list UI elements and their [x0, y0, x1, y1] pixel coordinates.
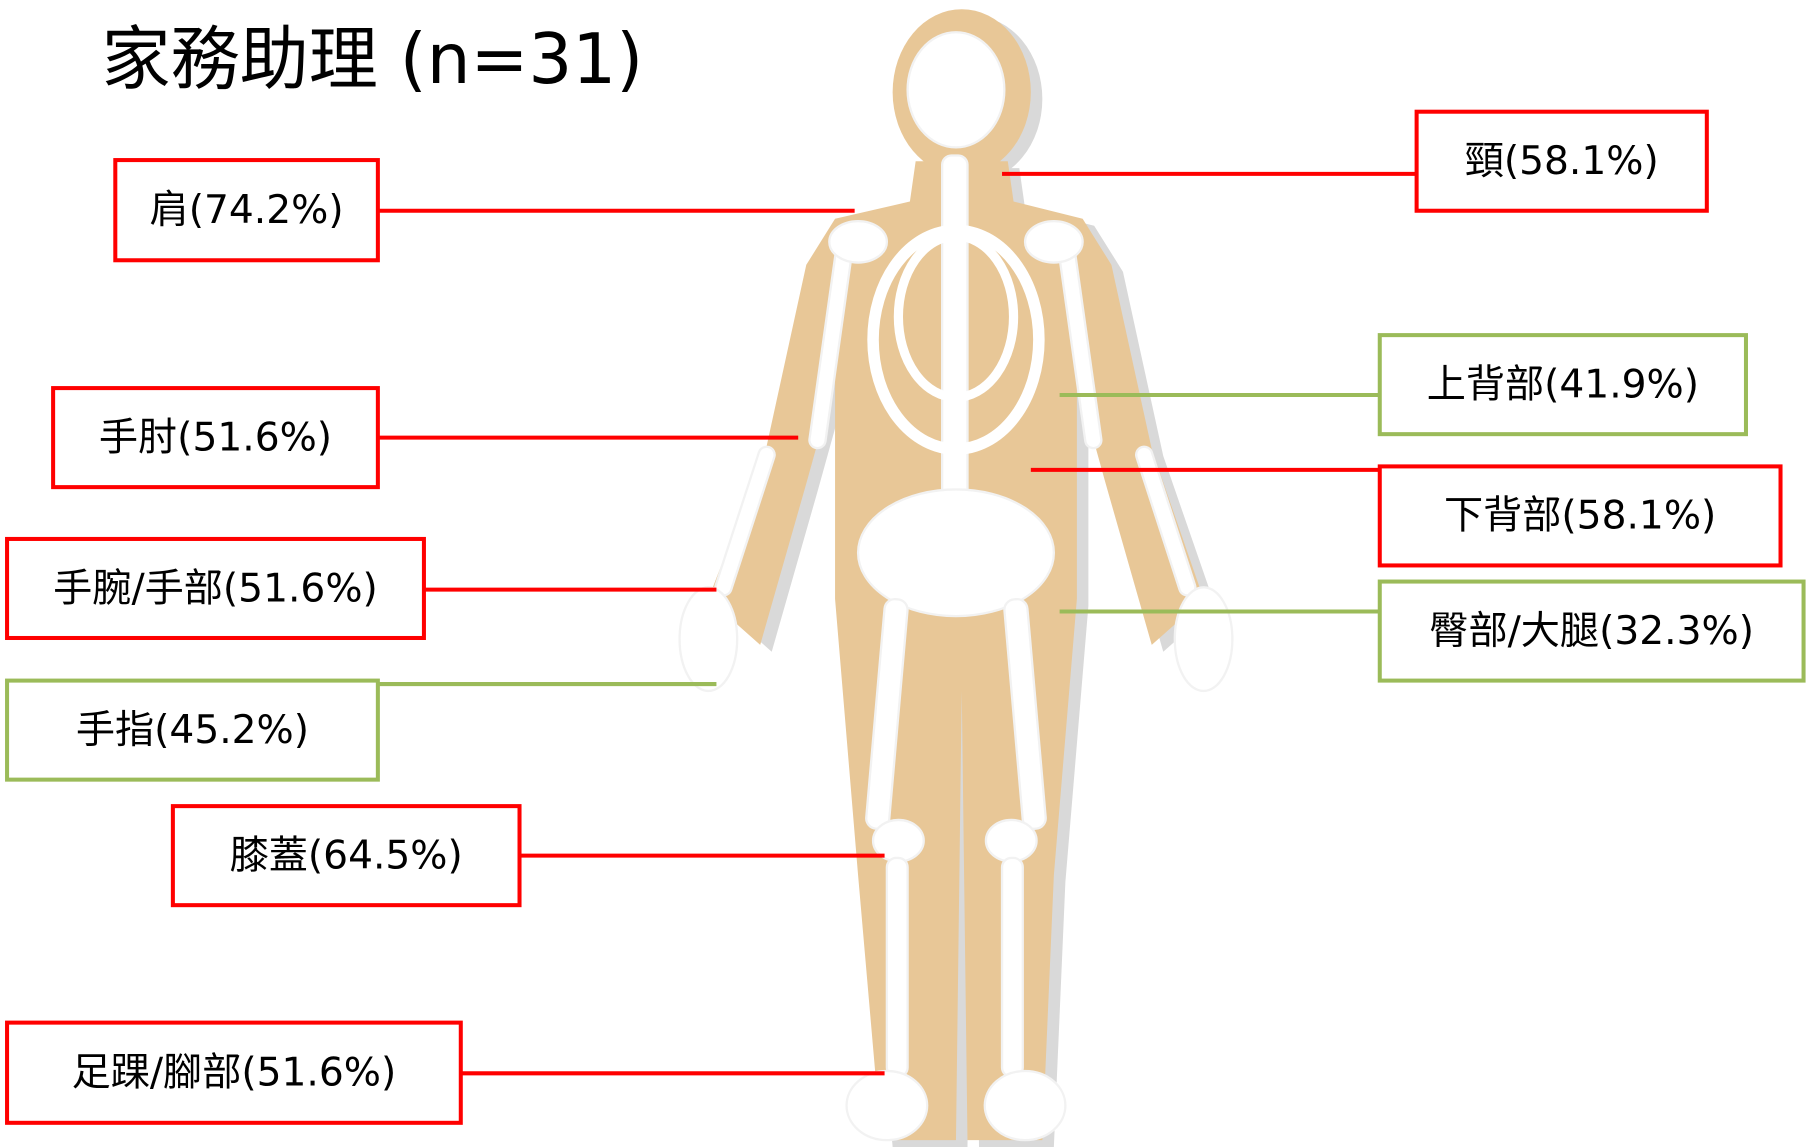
label-text: 足踝/腳部(51.6%) [72, 1051, 397, 1096]
skeleton-figure [680, 9, 1233, 1147]
label-text: 手腕/手部(51.6%) [53, 566, 378, 611]
title: 家務助理 (n=31) [101, 20, 643, 100]
label-text: 頸(58.1%) [1465, 139, 1659, 184]
label-text: 手肘(51.6%) [99, 415, 332, 460]
label-text: 臀部/大腿(32.3%) [1429, 609, 1754, 654]
page: {"title": "家務助理 (n=31)", "labels": [ {"t… [0, 0, 1806, 1147]
diagram: 家務助理 (n=31) 肩(74.2%) 頸(58.1%) 上背部(41.9%) 手肘… [0, 0, 1806, 1147]
label-text: 下背部(58.1%) [1444, 494, 1716, 539]
label-text: 膝蓋(64.5%) [230, 833, 463, 878]
label-text: 上背部(41.9%) [1427, 362, 1699, 407]
label-text: 手指(45.2%) [76, 708, 309, 753]
label-text: 肩(74.2%) [150, 188, 344, 233]
